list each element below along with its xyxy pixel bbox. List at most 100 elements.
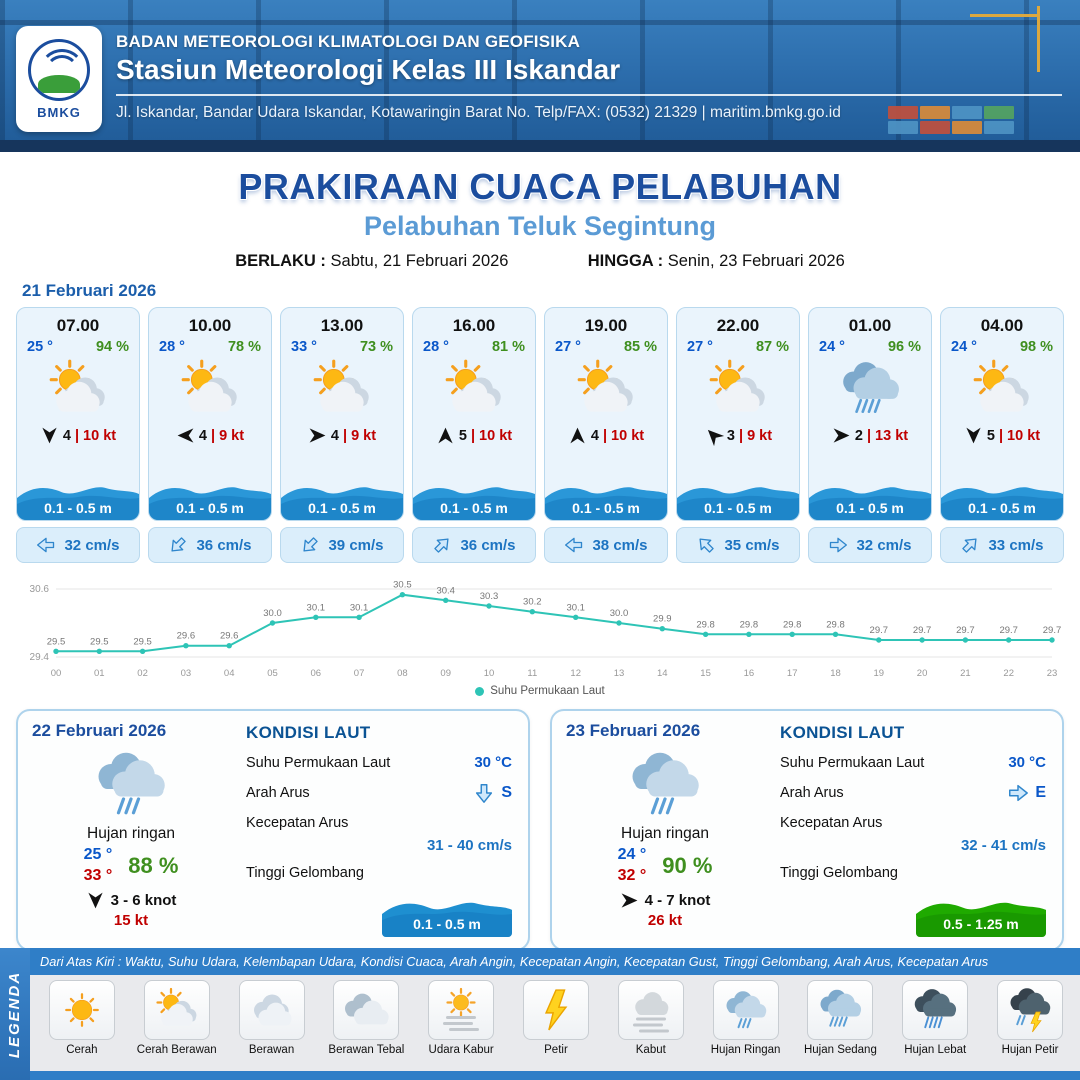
page-title: PRAKIRAAN CUACA PELABUHAN [238, 166, 842, 207]
weather-icon-cerah-berawan [545, 357, 667, 423]
svg-text:30.0: 30.0 [610, 608, 629, 619]
current-speed-box: 36 cm/s [148, 527, 272, 563]
svg-text:30.6: 30.6 [30, 584, 50, 595]
svg-text:29.7: 29.7 [1043, 625, 1062, 636]
validity-line: BERLAKU : Sabtu, 21 Februari 2026 HINGGA… [0, 252, 1080, 271]
header-beam [0, 20, 1080, 25]
daily-temps: 25 ° 33 ° 88 % [32, 845, 230, 887]
weather-condition: Hujan ringan [87, 825, 175, 842]
weather-icon-cerah-berawan [281, 357, 403, 423]
wind-row: 2 | 13 kt [809, 426, 931, 445]
forecast-time: 04.00 [980, 316, 1024, 335]
page-subtitle: Pelabuhan Teluk Segintung [363, 211, 717, 241]
svg-text:06: 06 [311, 668, 322, 679]
forecast-time: 19.00 [584, 316, 628, 335]
temp-humidity-row: 24 ° 96 % [809, 336, 931, 355]
svg-text:30.3: 30.3 [480, 591, 499, 602]
legend-icon-hujan-lebat [902, 980, 969, 1040]
max-temperature: 32 ° [617, 866, 647, 884]
forecast-time: 13.00 [320, 316, 364, 335]
hourly-forecast-column: 01.00 24 ° 96 % 2 | 13 kt 0.1 - 0.5 m [808, 307, 932, 563]
wave-height-graphic: 0.5 - 1.25 m [916, 891, 1046, 937]
wind-speed: 5 [986, 427, 995, 444]
wind-row: 5 | 10 kt [413, 426, 535, 445]
wind-direction-icon [86, 891, 105, 910]
sea-conditions: KONDISI LAUT Suhu Permukaan Laut 30 °C A… [780, 723, 1046, 937]
sea-conditions-title: KONDISI LAUT [780, 723, 905, 742]
svg-text:30.1: 30.1 [350, 602, 369, 613]
legend-item: Cerah Berawan [131, 980, 223, 1068]
current-direction-icon [300, 535, 320, 555]
wind-row: 4 | 10 kt [545, 426, 667, 445]
current-direction-label: Arah Arus [780, 785, 844, 801]
humidity: 88 % [128, 852, 179, 878]
wind-direction-icon [704, 426, 725, 447]
sea-conditions-title: KONDISI LAUT [246, 723, 371, 742]
header-divider [116, 94, 1062, 96]
legend-icon-berawan [238, 980, 305, 1040]
svg-text:16: 16 [744, 668, 755, 679]
daily-forecast-row: 22 Februari 2026 Hujan ringan 25 ° 33 ° … [0, 697, 1080, 951]
hourly-forecast-column: 10.00 28 ° 78 % 4 | 9 kt 0.1 - 0.5 m [148, 307, 272, 563]
legend-item: Hujan Petir [984, 980, 1076, 1068]
legend-icon-hujan-ringan [712, 980, 779, 1040]
forecast-date-label: 21 Februari 2026 [22, 281, 157, 300]
crane-illustration-icon [970, 6, 1040, 72]
current-speed-value: 33 cm/s [988, 536, 1044, 554]
temp-humidity-row: 27 ° 87 % [677, 336, 799, 355]
wave-height-value: 0.1 - 0.5 m [176, 500, 244, 516]
svg-text:29.4: 29.4 [30, 652, 50, 663]
gust-speed: | 9 kt [343, 427, 377, 444]
humidity: 78 % [227, 339, 261, 355]
current-direction-value: S [501, 784, 512, 801]
forecast-time: 07.00 [56, 316, 100, 335]
current-direction-icon [696, 535, 716, 555]
svg-text:12: 12 [570, 668, 581, 679]
wind-speed: 4 [62, 427, 71, 444]
max-temperature: 33 ° [83, 866, 113, 884]
humidity: 96 % [887, 339, 921, 355]
wind-direction-icon [308, 426, 327, 445]
gust-speed: | 10 kt [602, 427, 645, 444]
humidity: 98 % [1019, 339, 1053, 355]
forecast-card: 04.00 24 ° 98 % 5 | 10 kt 0.1 - 0.5 m [940, 307, 1064, 521]
svg-text:29.5: 29.5 [90, 636, 109, 647]
wind-speed: 5 [458, 427, 467, 444]
wave-height-value: 0.1 - 0.5 m [968, 500, 1036, 516]
gust-speed: | 9 kt [739, 427, 773, 444]
weather-icon-cerah-berawan [149, 357, 271, 423]
current-speed-box: 32 cm/s [16, 527, 140, 563]
wind-row: 3 - 6 knot [32, 891, 230, 910]
svg-text:11: 11 [527, 668, 537, 679]
legend-items: Cerah Cerah Berawan Berawan Berawan [36, 980, 1076, 1068]
wind-row: 4 | 9 kt [281, 426, 403, 445]
hourly-forecast-column: 22.00 27 ° 87 % 3 | 9 kt 0.1 - 0.5 m [676, 307, 800, 563]
svg-text:08: 08 [397, 668, 408, 679]
svg-text:17: 17 [787, 668, 798, 679]
gust-speed: 15 kt [113, 911, 149, 929]
chart-legend: Suhu Permukaan Laut [16, 685, 1064, 697]
legend-item: Udara Kabur [415, 980, 507, 1068]
wind-speed: 4 [330, 427, 339, 444]
forecast-time: 01.00 [848, 316, 892, 335]
legend-item: Berawan [226, 980, 318, 1068]
current-direction-icon [564, 535, 584, 555]
current-speed-value: 32 cm/s [64, 536, 120, 554]
legend-icon-cerah [48, 980, 115, 1040]
current-direction-icon [960, 535, 980, 555]
forecast-card: 10.00 28 ° 78 % 4 | 9 kt 0.1 - 0.5 m [148, 307, 272, 521]
sst-value: 30 °C [474, 754, 512, 771]
svg-text:23: 23 [1047, 668, 1058, 679]
gust-speed: 26 kt [647, 911, 683, 929]
wind-speed: 2 [854, 427, 863, 444]
daily-date: 22 Februari 2026 [32, 721, 167, 740]
chart-legend-dot-icon [475, 686, 485, 696]
legend-label: Hujan Ringan [710, 1044, 781, 1056]
air-temperature: 27 ° [555, 339, 581, 355]
wind-row: 4 | 9 kt [149, 426, 271, 445]
wave-height-label: Tinggi Gelombang [246, 865, 364, 881]
humidity: 94 % [95, 339, 129, 355]
legend-icon-petir [522, 980, 589, 1040]
legend-label: Berawan [248, 1044, 295, 1056]
svg-text:13: 13 [614, 668, 625, 679]
